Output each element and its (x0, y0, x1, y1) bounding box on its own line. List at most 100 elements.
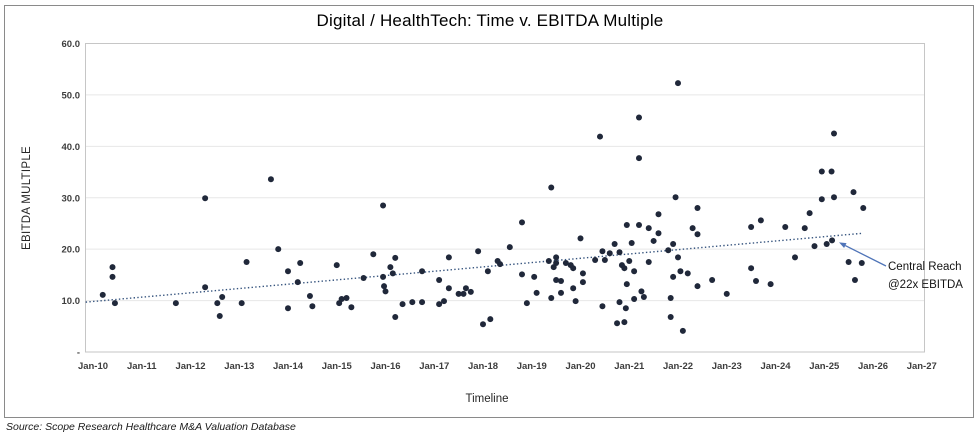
data-point (851, 277, 858, 284)
data-point (579, 270, 586, 277)
data-point (748, 265, 755, 272)
data-point (694, 231, 701, 238)
data-point (616, 249, 623, 256)
annotation-line2: @22x EBITDA (888, 279, 963, 291)
data-point (553, 277, 560, 284)
data-point (545, 257, 552, 264)
y-axis-title: EBITDA MULTIPLE (21, 146, 33, 250)
data-point (818, 168, 825, 175)
data-point (533, 289, 540, 296)
data-point (389, 270, 396, 277)
data-point (823, 241, 830, 248)
x-tick-label: Jan-16 (370, 361, 400, 372)
data-point (523, 300, 530, 307)
data-point (392, 314, 399, 321)
data-point (519, 271, 525, 278)
data-point (640, 293, 647, 300)
data-point (381, 283, 388, 290)
data-point (297, 260, 304, 267)
data-point (645, 225, 652, 232)
data-point (860, 205, 867, 212)
data-point (679, 327, 686, 334)
data-point (782, 224, 789, 231)
data-point (441, 298, 447, 305)
data-point (531, 273, 538, 280)
x-tick-label: Jan-10 (78, 361, 108, 372)
data-point (667, 314, 674, 321)
data-point (845, 259, 852, 266)
data-point (558, 278, 564, 285)
data-point (553, 254, 560, 261)
data-point (238, 300, 245, 307)
data-point (202, 284, 209, 291)
annotation-arrowhead (839, 242, 847, 248)
x-tick-label: Jan-22 (663, 361, 693, 372)
data-point (818, 196, 825, 203)
data-point (757, 217, 764, 224)
y-tick-label: 10.0 (62, 296, 81, 307)
data-point (285, 268, 291, 275)
data-point (614, 320, 621, 327)
data-point (694, 283, 701, 290)
data-point (631, 296, 638, 303)
data-point (694, 205, 701, 212)
data-point (392, 254, 399, 261)
data-point (675, 254, 681, 261)
x-tick-label: Jan-20 (565, 361, 595, 372)
data-point (597, 133, 603, 140)
data-point (109, 273, 116, 280)
data-point (267, 176, 274, 183)
data-point (548, 295, 555, 302)
data-point (109, 264, 116, 271)
x-tick-label: Jan-21 (614, 361, 645, 372)
data-point (506, 244, 513, 251)
data-point (677, 268, 684, 275)
data-point (462, 285, 469, 292)
data-point (611, 241, 618, 248)
chart-frame (4, 5, 974, 418)
data-point (601, 256, 608, 263)
data-point (467, 288, 474, 295)
data-point (306, 292, 313, 299)
data-point (645, 259, 652, 266)
data-point (480, 321, 486, 328)
data-point (579, 279, 586, 286)
annotation-arrow (845, 244, 887, 267)
data-point (348, 304, 355, 311)
data-point (360, 274, 367, 281)
data-point (172, 300, 179, 307)
data-point (436, 301, 443, 308)
data-point (667, 295, 674, 302)
data-point (858, 260, 865, 267)
data-point (399, 301, 406, 308)
data-point (202, 195, 209, 202)
data-point (767, 281, 774, 288)
data-point (689, 225, 696, 232)
data-point (606, 250, 613, 257)
data-point (684, 270, 691, 277)
x-tick-label: Jan-18 (468, 361, 498, 372)
data-point (216, 313, 223, 320)
x-tick-label: Jan-17 (419, 361, 449, 372)
y-tick-label: 50.0 (62, 90, 81, 101)
data-point (636, 155, 642, 162)
data-point (497, 261, 504, 268)
data-point (562, 260, 569, 267)
source-note: Source: Scope Research Healthcare M&A Va… (6, 421, 296, 433)
data-point (621, 265, 628, 272)
data-point (577, 235, 584, 242)
x-tick-label: Jan-15 (322, 361, 353, 372)
x-tick-label: Jan-11 (127, 361, 157, 372)
data-point (294, 279, 301, 286)
data-point (831, 130, 837, 137)
data-point (380, 273, 387, 280)
data-point (409, 299, 416, 306)
x-tick-label: Jan-27 (907, 361, 937, 372)
data-point (655, 211, 662, 218)
data-point (638, 288, 645, 295)
data-point (748, 224, 755, 231)
data-point (675, 80, 681, 87)
annotation-line1: Central Reach (888, 261, 962, 273)
y-tick-label: 60.0 (62, 39, 81, 50)
data-point (570, 285, 577, 292)
